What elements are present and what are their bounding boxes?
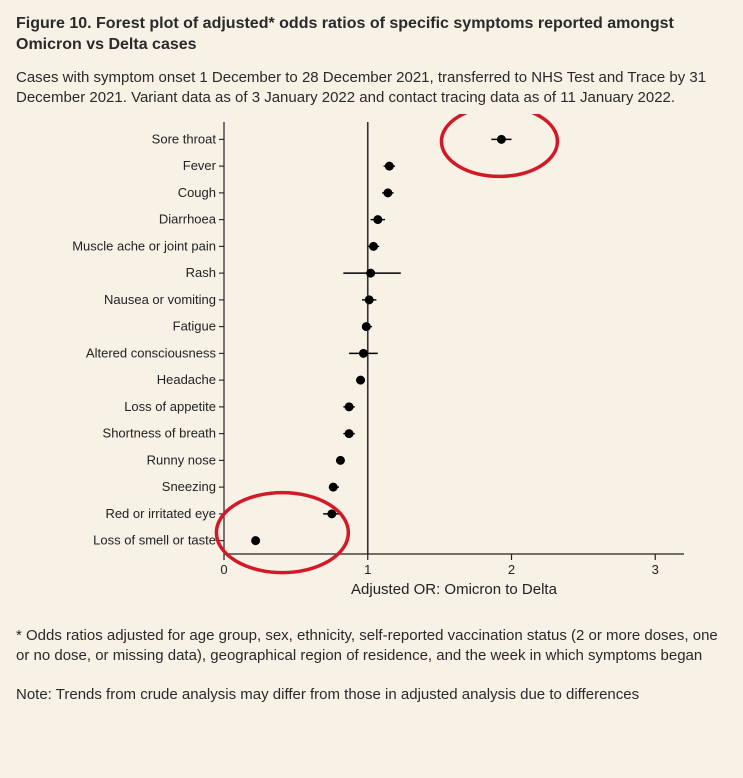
symptom-label: Altered consciousness — [86, 345, 217, 360]
or-point — [329, 483, 338, 492]
or-point — [359, 349, 368, 358]
symptom-label: Loss of appetite — [124, 399, 216, 414]
symptom-label: Loss of smell or taste — [93, 533, 216, 548]
x-axis-title: Adjusted OR: Omicron to Delta — [351, 581, 558, 598]
symptom-label: Sore throat — [152, 131, 217, 146]
symptom-label: Red or irritated eye — [105, 506, 216, 521]
or-point — [345, 429, 354, 438]
or-point — [497, 135, 506, 144]
or-point — [327, 509, 336, 518]
symptom-label: Muscle ache or joint pain — [72, 238, 216, 253]
figure-footnote: * Odds ratios adjusted for age group, se… — [16, 626, 727, 667]
or-point — [336, 456, 345, 465]
symptom-label: Fever — [183, 158, 217, 173]
symptom-label: Headache — [157, 372, 216, 387]
symptom-label: Rash — [186, 265, 216, 280]
or-point — [365, 295, 374, 304]
or-point — [251, 536, 260, 545]
or-point — [345, 402, 354, 411]
symptom-label: Sneezing — [162, 479, 216, 494]
figure-container: Figure 10. Forest plot of adjusted* odds… — [0, 0, 743, 778]
or-point — [366, 269, 375, 278]
or-point — [369, 242, 378, 251]
or-point — [362, 322, 371, 331]
figure-subtitle: Cases with symptom onset 1 December to 2… — [16, 68, 727, 109]
figure-title: Figure 10. Forest plot of adjusted* odds… — [16, 14, 727, 56]
forest-plot: 0 1 2 3 Adjusted OR: Omicron to Delta Sore th… — [16, 114, 716, 604]
symptom-label: Nausea or vomiting — [104, 292, 216, 307]
or-point — [356, 376, 365, 385]
or-point — [373, 215, 382, 224]
forest-plot-svg: 0 1 2 3 Adjusted OR: Omicron to Delta Sore th… — [16, 114, 716, 604]
annotation-circle — [441, 114, 557, 176]
symptom-label: Diarrhoea — [159, 212, 217, 227]
symptom-label: Cough — [178, 185, 216, 200]
annotation-circle — [216, 493, 348, 573]
symptom-label: Shortness of breath — [103, 426, 216, 441]
x-tick-label: 0 — [220, 562, 227, 577]
x-tick-label: 3 — [652, 562, 659, 577]
or-point — [385, 162, 394, 171]
x-tick-label: 2 — [508, 562, 515, 577]
x-tick-label: 1 — [364, 562, 371, 577]
symptom-label: Fatigue — [173, 319, 216, 334]
figure-note: Note: Trends from crude analysis may dif… — [16, 685, 727, 705]
symptom-label: Runny nose — [147, 452, 216, 467]
or-point — [383, 188, 392, 197]
